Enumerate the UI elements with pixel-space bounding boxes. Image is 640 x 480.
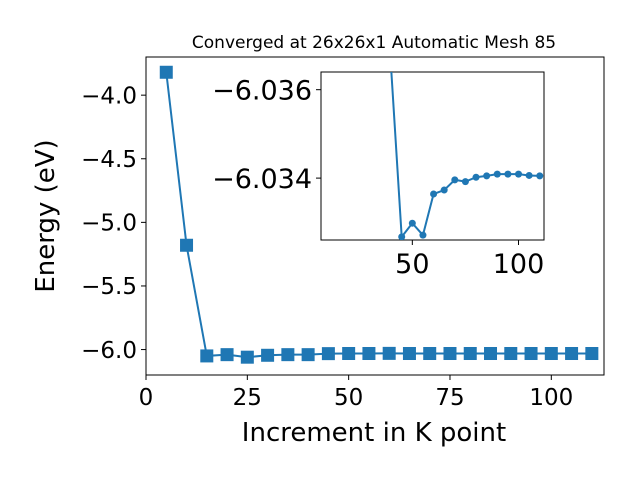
main-data-point	[504, 347, 518, 361]
main-x-tick-label: 0	[139, 385, 154, 411]
x-axis-label: Increment in K point	[242, 418, 506, 448]
main-data-point	[321, 347, 335, 361]
main-data-point	[524, 347, 538, 361]
main-series	[159, 65, 599, 364]
main-y-tick-label: −5.0	[81, 211, 137, 237]
inset-data-point	[451, 176, 459, 184]
main-y-tick-label: −4.0	[81, 83, 137, 109]
inset-plot-frame	[320, 71, 545, 241]
inset-data-point	[388, 64, 395, 71]
main-y-tick-label: −5.5	[81, 274, 137, 300]
chart-title: Converged at 26x26x1 Automatic Mesh 85	[192, 33, 556, 53]
inset-data-point	[419, 231, 427, 239]
main-data-point	[342, 347, 356, 361]
inset-data-point	[483, 172, 491, 180]
inset-data-point	[461, 178, 469, 186]
main-data-point	[362, 347, 376, 361]
main-ticks: 0 25 50 75 100 −4.0 −4.5 −5.0 −5.5 −6.0	[81, 83, 573, 411]
main-data-point	[281, 348, 295, 362]
inset-data-point	[525, 171, 533, 179]
main-data-point	[443, 347, 457, 361]
main-data-point	[261, 348, 275, 362]
main-x-tick-label: 50	[334, 385, 363, 411]
main-data-point	[544, 347, 558, 361]
main-data-point	[463, 347, 477, 361]
inset-x-tick-label: 100	[493, 249, 545, 280]
inset-data-point	[515, 170, 523, 178]
main-y-tick-label: −6.0	[81, 338, 137, 364]
main-data-point	[382, 346, 396, 360]
main-x-tick-label: 75	[435, 385, 464, 411]
inset-ticks: 50 100 −6.036 −6.034	[212, 75, 544, 280]
inset-data-point	[430, 190, 438, 198]
main-data-point	[159, 65, 173, 79]
inset-data-point	[536, 172, 544, 180]
main-data-point	[220, 348, 234, 362]
main-y-tick-label: −4.5	[81, 147, 137, 173]
inset-data-point	[493, 170, 501, 178]
inset-y-tick-label: −6.034	[212, 164, 312, 195]
inset-x-tick-label: 50	[395, 249, 429, 280]
main-data-point	[200, 349, 214, 363]
main-data-point	[402, 347, 416, 361]
inset-data-point	[472, 173, 480, 181]
inset-y-tick-label: −6.036	[212, 75, 312, 106]
inset-data-point	[408, 219, 416, 227]
main-data-point	[565, 347, 579, 361]
main-data-point	[585, 347, 599, 361]
main-x-tick-label: 100	[529, 385, 573, 411]
main-plot-frame	[145, 56, 605, 376]
main-series-line	[165, 72, 592, 359]
main-x-tick-label: 25	[233, 385, 262, 411]
main-data-point	[301, 348, 315, 362]
inset-data-point	[398, 233, 406, 240]
main-data-point	[180, 238, 194, 252]
inset-data-point	[440, 186, 448, 194]
y-axis-label: Energy (eV)	[31, 139, 61, 292]
inset-series	[388, 64, 544, 240]
inset-data-point	[504, 170, 512, 178]
main-data-point	[240, 350, 254, 364]
main-data-point	[484, 347, 498, 361]
main-data-point	[423, 347, 437, 361]
